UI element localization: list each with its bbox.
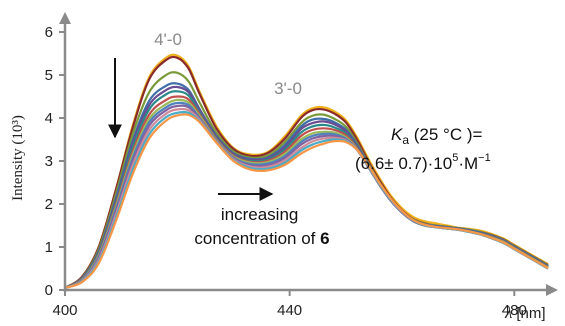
ka-symbol: K (391, 125, 403, 144)
y-tick-label: 3 (45, 153, 53, 170)
y-axis-label: Intensity (10³) (10, 115, 26, 201)
spectrum-series-3 (64, 71, 549, 289)
y-tick-label: 2 (45, 196, 53, 213)
ka-unit: ·M (458, 154, 478, 173)
ka-unit-exponent: −1 (478, 152, 491, 164)
trend-annotation: increasing concentration of 6 (194, 205, 329, 248)
peak-label-4-0: 4'-0 (154, 30, 182, 49)
spectrum-series-13 (64, 113, 549, 289)
y-tick-label: 5 (45, 67, 53, 84)
ka-equation-line-2: (6.6± 0.7)·105·M−1 (355, 152, 491, 173)
ka-subscript: a (402, 133, 409, 147)
y-tick-label: 1 (45, 239, 53, 256)
x-axis-label: λ [nm] (504, 303, 546, 322)
trend-line-2: concentration of 6 (194, 229, 329, 248)
y-tick-label: 6 (45, 24, 53, 41)
x-axis-arrowhead (546, 284, 558, 296)
ka-exponent: 5 (452, 152, 458, 164)
x-axis-variable: λ (504, 303, 512, 322)
y-tick-label: 0 (45, 282, 53, 299)
peak-label-3-0: 3'-0 (274, 79, 302, 98)
x-tick-label: 480 (502, 302, 527, 319)
spectrum-series-1 (64, 53, 549, 289)
trend-line-2-text: concentration of (194, 229, 320, 248)
x-tick-label: 440 (277, 302, 302, 319)
x-tick-label: 400 (52, 302, 77, 319)
x-axis-unit: [nm] (516, 305, 545, 322)
y-axis-arrowhead (59, 12, 71, 24)
trend-line-1: increasing (221, 205, 299, 224)
series-group (64, 53, 549, 289)
ka-condition: (25 °C )= (409, 125, 482, 144)
ticks-group: 0 1 2 3 4 5 6 400 440 480 (45, 24, 527, 319)
ka-equation-line-1: Ka (25 °C )= (391, 125, 483, 147)
y-tick-label: 4 (45, 110, 53, 127)
ka-value: (6.6± 0.7)·10 (355, 154, 452, 173)
compound-number: 6 (320, 229, 329, 248)
